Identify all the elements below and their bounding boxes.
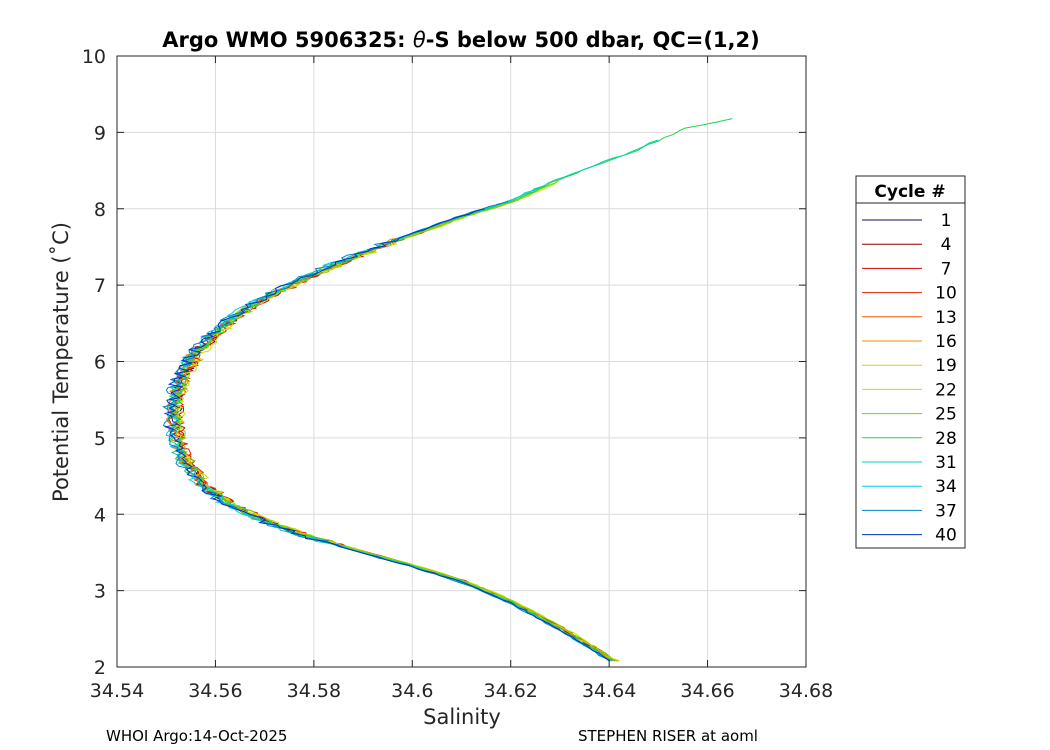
x-axis-label: Salinity [423,705,501,729]
legend-entries: 1 4 7 10 13 16 19 22 25 28 31 34 37 40 [862,211,957,546]
y-tick-label: 7 [94,275,106,297]
footer-left: WHOI Argo:14-Oct-2025 [106,727,287,745]
legend-label: 19 [935,356,957,376]
x-tick-label: 34.64 [582,680,636,702]
chart-title-theta: θ [413,28,426,52]
y-tick-label: 3 [94,581,106,603]
series-line-cycle-40 [163,208,611,662]
legend-label: 37 [935,501,957,521]
legend-label: 25 [935,405,957,425]
y-tick-label: 2 [94,657,106,679]
y-tick-label: 8 [94,199,106,221]
chart-title-suffix: -S below 500 dbar, QC=(1,2) [426,28,760,52]
y-tick-label: 10 [82,46,106,68]
series-line-cycle-34 [165,186,610,662]
x-tick-labels: 34.54 34.56 34.58 34.6 34.62 34.64 34.66 34.68 [90,680,833,702]
legend-label: 22 [935,380,957,400]
x-tick-label: 34.56 [188,680,242,702]
y-tick-label: 5 [94,428,106,450]
legend-label: 1 [941,211,952,231]
y-axis-label: Potential Temperature (˚C) [49,222,73,502]
legend-label: 34 [935,477,957,497]
legend-label: 40 [935,526,957,546]
legend-label: 7 [941,259,952,279]
legend-label: 10 [935,284,957,304]
y-tick-label: 9 [94,122,106,144]
tick-marks [116,55,807,668]
legend-label: 16 [935,332,957,352]
series-layer [162,118,733,662]
legend-label: 28 [935,429,957,449]
chart-title: Argo WMO 5906325: θ-S below 500 dbar, QC… [162,28,759,52]
x-tick-label: 34.66 [680,680,734,702]
chart-title-prefix: Argo WMO 5906325: [162,28,413,52]
y-tick-labels: 2 3 4 5 6 7 8 9 10 [82,46,106,679]
x-tick-label: 34.62 [484,680,538,702]
legend-label: 4 [941,235,952,255]
legend-label: 13 [935,308,957,328]
series-line-cycle-37 [162,200,610,662]
legend-title: Cycle # [874,182,945,202]
x-tick-label: 34.54 [90,680,144,702]
legend: Cycle # 1 4 7 10 13 16 19 22 25 28 31 34 37 40 [855,175,966,549]
x-tick-label: 34.58 [287,680,341,702]
footer-right: STEPHEN RISER at aoml [578,727,758,745]
y-tick-label: 4 [94,504,106,526]
x-tick-label: 34.6 [391,680,433,702]
x-tick-label: 34.68 [779,680,833,702]
y-tick-label: 6 [94,352,106,374]
legend-label: 31 [935,453,957,473]
